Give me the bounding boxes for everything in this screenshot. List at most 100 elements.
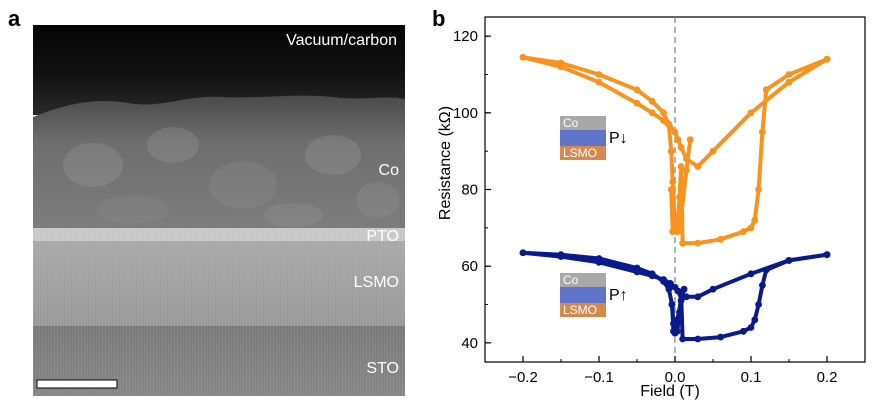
data-point [648, 272, 656, 280]
data-point [660, 117, 667, 124]
x-tick-label: 0.1 [741, 369, 762, 386]
x-tick-label: −0.2 [508, 369, 538, 386]
data-point [694, 335, 702, 343]
data-point [595, 71, 603, 78]
inset-p-down: Co LSMO P↓ [560, 116, 628, 160]
data-point [740, 228, 747, 236]
data-point [674, 136, 682, 144]
data-point [683, 166, 690, 174]
scale-bar [36, 379, 118, 389]
data-point [785, 71, 793, 78]
inset-lsmo-label: LSMO [563, 146, 597, 160]
inset-lsmo-label: LSMO [563, 303, 597, 317]
inset-co-label: Co [563, 273, 579, 287]
data-point [785, 257, 793, 264]
inset-co-layer [560, 273, 606, 287]
data-point [673, 327, 681, 335]
label-pto: PTO [366, 228, 399, 245]
data-point [671, 128, 679, 136]
data-point [823, 55, 831, 63]
chart-marks [519, 53, 831, 343]
data-point [751, 316, 759, 324]
data-point [665, 285, 673, 293]
data-point [762, 86, 770, 94]
data-point [519, 53, 527, 61]
data-point [677, 163, 685, 170]
data-point [747, 224, 755, 232]
inset-lsmo-layer [560, 146, 606, 160]
y-tick-label: 40 [461, 335, 478, 352]
data-point [747, 109, 755, 117]
chart-insets: Co LSMO P↓ Co LSMO P↑ [560, 116, 628, 317]
data-point [668, 301, 676, 308]
data-point [633, 99, 641, 107]
data-point [762, 266, 770, 274]
data-point [667, 280, 674, 287]
data-point [823, 251, 831, 259]
data-point [667, 124, 674, 132]
data-point [669, 178, 677, 186]
x-tick-label: −0.1 [584, 369, 614, 386]
series-branch [670, 252, 829, 341]
series-branch [521, 55, 829, 169]
co-texture [63, 127, 400, 227]
y-axis-label: Resistance (kΩ) [437, 106, 454, 220]
inset-lsmo-layer [560, 303, 606, 317]
data-point [740, 327, 747, 335]
x-tick-label: 0.0 [665, 369, 686, 386]
data-point [683, 293, 690, 301]
data-point [677, 143, 685, 151]
data-point [747, 270, 755, 278]
data-point [667, 147, 675, 155]
data-point [717, 235, 724, 243]
polarization-label: P↑ [609, 287, 628, 304]
data-point [676, 308, 683, 316]
data-point [709, 285, 717, 293]
inset-p-up: Co LSMO P↑ [560, 273, 628, 317]
inset-pto-layer [560, 287, 606, 303]
data-point [755, 186, 762, 193]
data-point [595, 258, 603, 266]
series-p-down [519, 53, 831, 247]
series-branch [669, 57, 829, 246]
label-vacuum: Vacuum/carbon [286, 32, 397, 49]
data-point [677, 289, 685, 297]
data-point [751, 216, 759, 224]
data-point [660, 276, 667, 283]
series-p-up [519, 249, 831, 343]
data-point [679, 335, 686, 343]
y-tick-label: 120 [453, 28, 478, 45]
polarization-label: P↓ [609, 130, 628, 147]
y-tick-label: 80 [461, 182, 478, 199]
data-point [785, 78, 793, 86]
panel-a-letter: a [8, 6, 21, 31]
series-branch [521, 55, 693, 234]
data-point [709, 147, 717, 155]
label-co: Co [379, 162, 400, 179]
y-tick-label: 100 [453, 105, 478, 122]
data-point [648, 109, 656, 117]
data-point [694, 239, 702, 247]
data-point [717, 333, 724, 341]
data-point [557, 63, 565, 71]
data-point [683, 155, 690, 163]
data-point [759, 128, 766, 136]
y-tick-label: 60 [461, 258, 478, 275]
data-point [633, 86, 641, 94]
data-point [676, 193, 683, 201]
inset-co-label: Co [563, 116, 579, 130]
data-point [747, 324, 755, 331]
panel-b-letter: b [432, 6, 446, 31]
data-point [595, 78, 603, 86]
label-lsmo: LSMO [354, 274, 399, 291]
data-point [694, 293, 702, 301]
data-point [679, 239, 686, 247]
data-point [633, 268, 641, 276]
data-point [660, 109, 667, 117]
data-point [667, 186, 675, 193]
tem-micrograph: Vacuum/carbon Co PTO LSMO STO [33, 25, 405, 396]
data-point [648, 97, 656, 105]
data-point [694, 163, 702, 170]
data-point [686, 136, 694, 144]
